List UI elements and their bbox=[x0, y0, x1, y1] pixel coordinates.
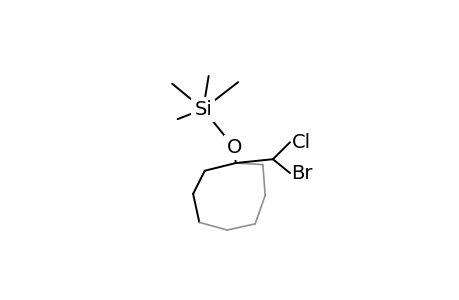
Text: Cl: Cl bbox=[291, 133, 310, 152]
Text: O: O bbox=[226, 138, 241, 157]
Text: Br: Br bbox=[291, 164, 313, 183]
Text: Si: Si bbox=[194, 100, 212, 118]
